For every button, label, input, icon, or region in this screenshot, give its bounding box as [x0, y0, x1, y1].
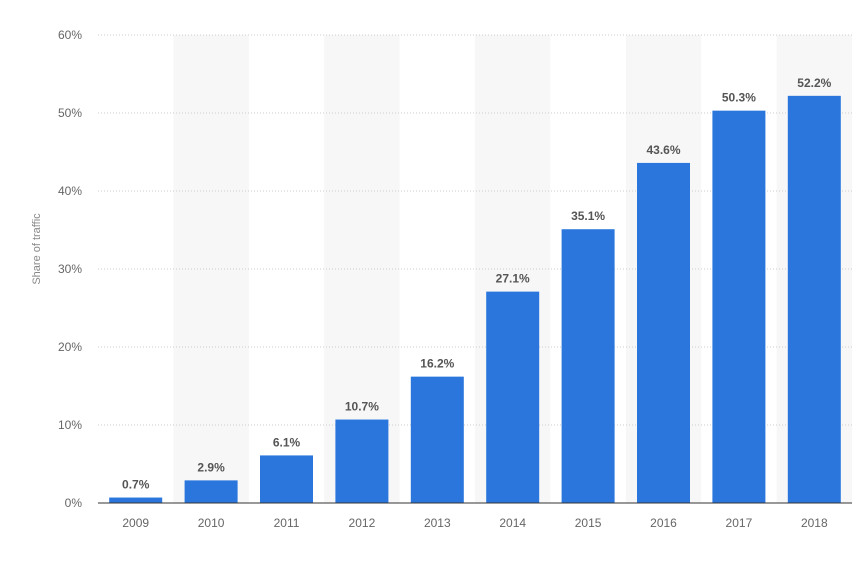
- y-tick-label: 50%: [58, 106, 82, 120]
- bar: [184, 480, 238, 503]
- bars: [109, 95, 841, 504]
- bar: [410, 376, 464, 503]
- x-tick-labels: 2009 2010 2011 2012 2013 2014 2015 2016 2017 2018: [122, 516, 828, 530]
- bar: [335, 419, 389, 503]
- bar: [712, 110, 766, 503]
- data-label: 35.1%: [571, 209, 605, 223]
- x-tick-label: 2012: [349, 516, 376, 530]
- data-label: 52.2%: [797, 76, 831, 90]
- y-tick-label: 0%: [65, 496, 83, 510]
- x-tick-label: 2017: [726, 516, 753, 530]
- y-axis-title: Share of traffic: [31, 213, 43, 285]
- data-label: 27.1%: [496, 272, 530, 286]
- data-label: 43.6%: [646, 143, 680, 157]
- data-label: 50.3%: [722, 91, 756, 105]
- x-tick-label: 2011: [274, 516, 300, 530]
- y-tick-labels: 0% 10% 20% 30% 40% 50% 60%: [58, 28, 82, 510]
- y-tick-label: 10%: [58, 418, 82, 432]
- x-tick-label: 2015: [575, 516, 602, 530]
- data-label: 0.7%: [122, 478, 150, 492]
- data-label: 16.2%: [420, 357, 454, 371]
- y-tick-label: 20%: [58, 340, 82, 354]
- data-label: 6.1%: [273, 435, 301, 449]
- x-tick-label: 2013: [424, 516, 451, 530]
- background-band: [173, 35, 249, 503]
- data-label: 10.7%: [345, 400, 379, 414]
- x-tick-label: 2014: [499, 516, 526, 530]
- bar: [787, 95, 841, 503]
- bar: [637, 162, 690, 504]
- bar: [260, 455, 313, 503]
- x-tick-label: 2009: [122, 516, 149, 530]
- bar: [109, 497, 163, 503]
- bar: [486, 291, 540, 503]
- x-tick-label: 2010: [198, 516, 225, 530]
- x-tick-label: 2018: [801, 516, 828, 530]
- data-label: 2.9%: [197, 460, 225, 474]
- y-tick-label: 60%: [58, 28, 82, 42]
- y-tick-label: 30%: [58, 262, 82, 276]
- data-labels: 0.7% 2.9% 6.1% 10.7% 16.2% 27.1% 35.1% 43.6% 50.…: [122, 76, 832, 492]
- bar: [561, 229, 615, 503]
- y-tick-label: 40%: [58, 184, 82, 198]
- x-tick-label: 2016: [650, 516, 677, 530]
